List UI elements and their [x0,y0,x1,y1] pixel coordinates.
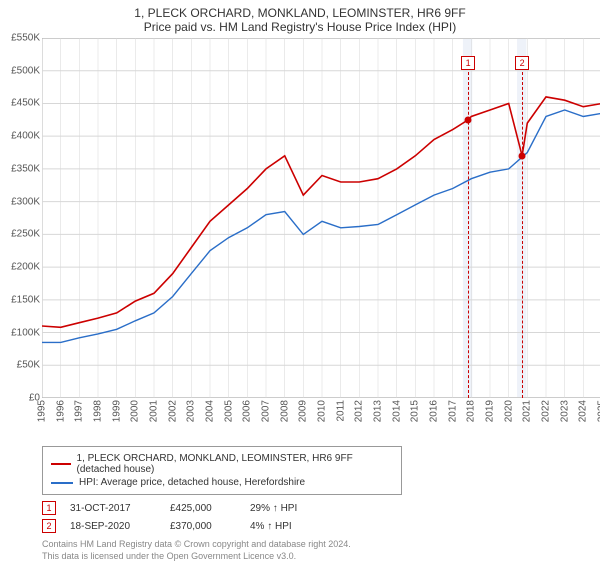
y-tick-label: £150K [11,294,40,305]
y-axis-labels: £0£50K£100K£150K£200K£250K£300K£350K£400… [8,38,40,398]
x-tick-label: 2012 [354,400,365,422]
transaction-price: £370,000 [170,521,250,532]
legend-label: 1, PLECK ORCHARD, MONKLAND, LEOMINSTER, … [77,453,393,475]
x-axis-labels: 1995199619971998199920002001200220032004… [42,400,600,440]
x-tick-label: 1995 [37,400,48,422]
chart-container: 1, PLECK ORCHARD, MONKLAND, LEOMINSTER, … [0,0,600,560]
legend-row-property: 1, PLECK ORCHARD, MONKLAND, LEOMINSTER, … [51,453,393,475]
y-tick-label: £350K [11,163,40,174]
x-tick-label: 1997 [74,400,85,422]
x-tick-label: 2005 [223,400,234,422]
y-tick-label: £550K [11,33,40,44]
legend-box: 1, PLECK ORCHARD, MONKLAND, LEOMINSTER, … [42,446,402,495]
chart-svg [42,38,600,398]
transaction-relative: 4% ↑ HPI [250,521,330,532]
y-tick-label: £500K [11,65,40,76]
x-tick-label: 2010 [317,400,328,422]
x-tick-label: 2021 [522,400,533,422]
licence-text: Contains HM Land Registry data © Crown c… [42,539,592,562]
legend-swatch [51,463,71,465]
y-tick-label: £250K [11,229,40,240]
x-tick-label: 2023 [559,400,570,422]
x-tick-label: 2002 [167,400,178,422]
chart-subtitle: Price paid vs. HM Land Registry's House … [8,20,592,34]
y-tick-label: £200K [11,262,40,273]
x-tick-label: 2000 [130,400,141,422]
x-tick-label: 2003 [186,400,197,422]
transaction-row: 2 18-SEP-2020 £370,000 4% ↑ HPI [42,519,592,533]
transaction-date: 31-OCT-2017 [70,503,170,514]
x-tick-label: 2008 [279,400,290,422]
x-tick-label: 2018 [466,400,477,422]
plot-area: £0£50K£100K£150K£200K£250K£300K£350K£400… [42,38,600,398]
x-tick-label: 2024 [578,400,589,422]
transaction-price: £425,000 [170,503,250,514]
x-tick-label: 2009 [298,400,309,422]
annotation-marker: 1 [461,56,475,70]
x-tick-label: 2020 [503,400,514,422]
licence-line: This data is licensed under the Open Gov… [42,551,592,562]
x-tick-label: 2016 [429,400,440,422]
x-tick-label: 2019 [485,400,496,422]
x-tick-label: 2013 [373,400,384,422]
transaction-marker: 1 [42,501,56,515]
x-tick-label: 1996 [55,400,66,422]
x-tick-label: 2017 [447,400,458,422]
chart-title-address: 1, PLECK ORCHARD, MONKLAND, LEOMINSTER, … [8,6,592,20]
transaction-list: 1 31-OCT-2017 £425,000 29% ↑ HPI 2 18-SE… [42,501,592,533]
x-tick-label: 2007 [261,400,272,422]
y-tick-label: £100K [11,327,40,338]
annotation-marker: 2 [515,56,529,70]
x-tick-label: 2015 [410,400,421,422]
y-tick-label: £50K [17,360,40,371]
transaction-row: 1 31-OCT-2017 £425,000 29% ↑ HPI [42,501,592,515]
legend-swatch [51,482,73,484]
x-tick-label: 2001 [149,400,160,422]
x-tick-label: 2011 [335,400,346,422]
x-tick-label: 2004 [205,400,216,422]
y-tick-label: £450K [11,98,40,109]
x-tick-label: 2006 [242,400,253,422]
x-tick-label: 2022 [541,400,552,422]
title-block: 1, PLECK ORCHARD, MONKLAND, LEOMINSTER, … [8,6,592,34]
x-tick-label: 2025 [597,400,600,422]
transaction-date: 18-SEP-2020 [70,521,170,532]
x-tick-label: 1998 [93,400,104,422]
y-tick-label: £400K [11,131,40,142]
x-tick-label: 2014 [391,400,402,422]
x-tick-label: 1999 [111,400,122,422]
licence-line: Contains HM Land Registry data © Crown c… [42,539,592,551]
legend-row-hpi: HPI: Average price, detached house, Here… [51,477,393,488]
y-tick-label: £300K [11,196,40,207]
legend-label: HPI: Average price, detached house, Here… [79,477,305,488]
transaction-relative: 29% ↑ HPI [250,503,330,514]
transaction-marker: 2 [42,519,56,533]
